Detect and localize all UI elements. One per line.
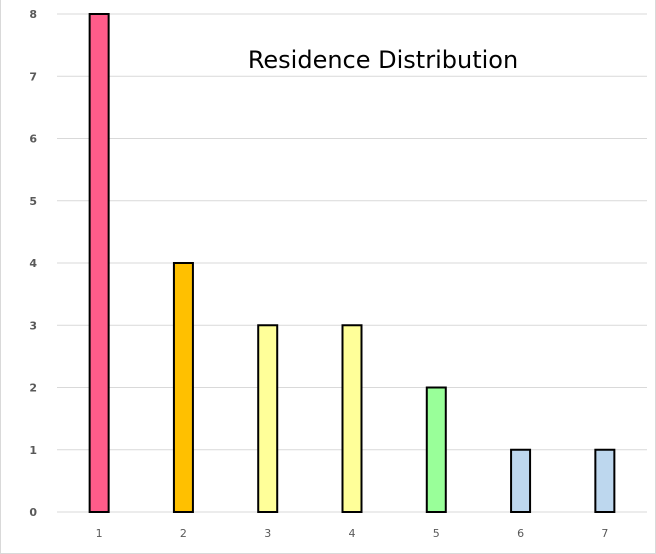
bar-7 — [594, 448, 616, 513]
y-tick-label: 5 — [29, 195, 37, 208]
bars — [88, 13, 616, 513]
chart-title: Residence Distribution — [248, 46, 518, 74]
x-tick-label: 6 — [517, 527, 524, 540]
x-tick-label: 4 — [349, 527, 356, 540]
x-tick-label: 5 — [433, 527, 440, 540]
y-tick-label: 6 — [29, 133, 37, 146]
y-axis-ticks: 0 1 2 3 4 5 6 7 8 — [29, 8, 37, 519]
bar-3 — [257, 324, 279, 513]
y-tick-label: 2 — [29, 382, 37, 395]
x-tick-label: 2 — [180, 527, 187, 540]
bar-4 — [341, 324, 363, 513]
bar-5 — [425, 386, 447, 513]
bar-2 — [172, 262, 194, 513]
bar-6 — [510, 448, 532, 513]
y-tick-label: 7 — [29, 70, 37, 83]
gridlines — [57, 13, 647, 513]
y-tick-label: 0 — [29, 506, 37, 519]
x-tick-label: 1 — [96, 527, 103, 540]
y-tick-label: 3 — [29, 319, 37, 332]
y-tick-label: 4 — [29, 257, 37, 270]
bar-1 — [88, 13, 110, 513]
y-tick-label: 1 — [29, 444, 37, 457]
x-tick-label: 3 — [264, 527, 271, 540]
y-tick-label: 8 — [29, 8, 37, 21]
x-tick-label: 7 — [601, 527, 608, 540]
x-axis-ticks: 1 2 3 4 5 6 7 — [96, 527, 609, 540]
